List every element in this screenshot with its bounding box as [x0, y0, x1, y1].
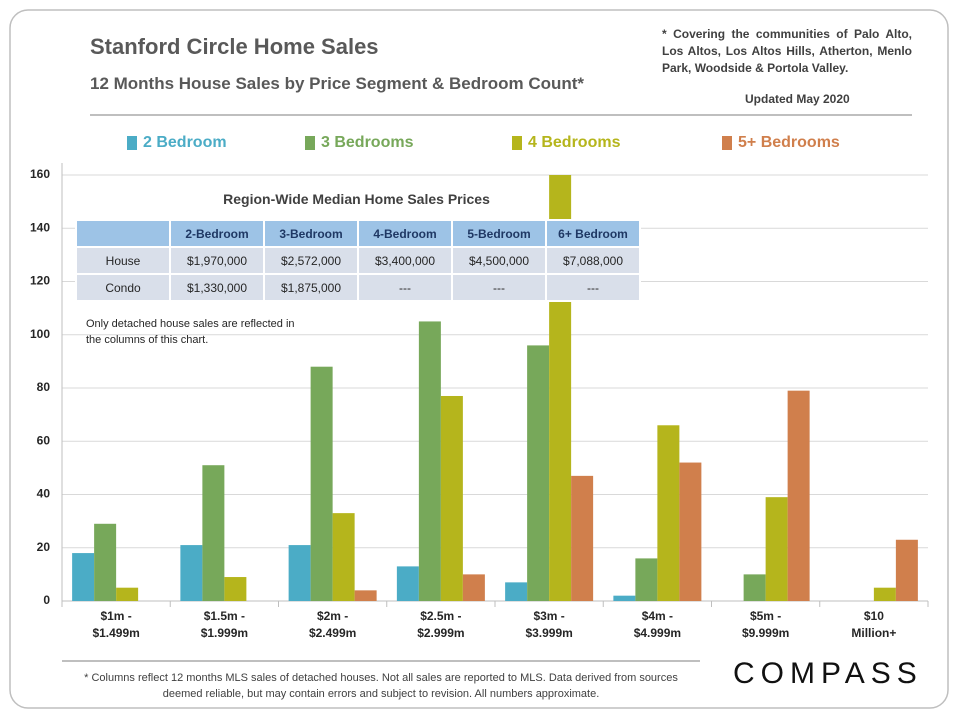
table-header-cell: 6+ Bedroom — [545, 219, 641, 248]
table-corner — [75, 219, 171, 248]
bar — [224, 577, 247, 601]
legend-item: 5+ Bedrooms — [722, 134, 840, 152]
legend-swatch — [305, 136, 315, 150]
legend-item: 4 Bedrooms — [512, 134, 620, 152]
x-tick-label: $4m - $4.999m — [633, 609, 682, 640]
bar — [787, 390, 810, 601]
bar — [354, 590, 377, 601]
table-row: Condo $1,330,000 $1,875,000 --- --- --- — [75, 273, 641, 302]
table-cell: $1,875,000 — [263, 273, 359, 302]
card — [9, 9, 949, 709]
bar — [613, 595, 636, 601]
bar — [462, 574, 485, 601]
y-tick-label: 0 — [43, 593, 50, 607]
bar — [94, 523, 117, 601]
chart-subtitle: 12 Months House Sales by Price Segment &… — [90, 74, 585, 93]
y-tick-label: 140 — [30, 220, 50, 234]
legend-label: 3 Bedrooms — [321, 134, 414, 151]
chart-note: Only detached house sales are reflected … — [86, 318, 295, 346]
table-cell: $1,330,000 — [169, 273, 265, 302]
table-header-cell: 3-Bedroom — [263, 219, 359, 248]
legend-label: 5+ Bedrooms — [738, 134, 840, 151]
bar — [72, 553, 95, 601]
y-tick-label: 160 — [30, 167, 50, 181]
bar — [743, 574, 766, 601]
table-cell: $3,400,000 — [357, 246, 453, 275]
table-title: Region-Wide Median Home Sales Prices — [223, 191, 490, 207]
x-tick-label: $2m - $2.499m — [308, 609, 357, 640]
bar — [895, 539, 918, 601]
x-tick-label: $10 Million+ — [851, 609, 897, 640]
plot: 0 20 40 60 80 100 120 140 160 — [30, 163, 929, 607]
bar — [332, 513, 355, 601]
legend-swatch — [512, 136, 522, 150]
y-tick-label: 20 — [37, 540, 51, 554]
bar — [440, 395, 463, 601]
updated-note: Updated May 2020 — [745, 92, 850, 106]
bar — [288, 545, 311, 601]
table-cell: $7,088,000 — [545, 246, 641, 275]
legend-item: 2 Bedroom — [127, 134, 227, 152]
y-tick-label: 60 — [37, 433, 51, 447]
legend-label: 2 Bedroom — [143, 134, 227, 151]
table-header: 2-Bedroom 3-Bedroom 4-Bedroom 5-Bedroom 6+ B… — [75, 219, 641, 248]
price-table: 2-Bedroom 3-Bedroom 4-Bedroom 5-Bedroom 6+ B… — [75, 219, 641, 302]
table-cell: $2,572,000 — [263, 246, 359, 275]
bar — [657, 425, 680, 601]
bar — [635, 558, 658, 601]
x-tick-label: $1m - $1.499m — [92, 609, 140, 640]
logo: COMPASS — [733, 657, 923, 690]
bar — [180, 545, 203, 601]
x-tick-label: $3m - $3.999m — [525, 609, 573, 640]
y-tick-label: 80 — [37, 380, 51, 394]
legend-label: 4 Bedrooms — [528, 134, 621, 151]
x-tick-label: $1.5m - $1.999m — [200, 609, 249, 640]
bar — [765, 497, 788, 601]
x-tick-label: $5m - $9.999m — [741, 609, 790, 640]
bar — [116, 587, 139, 601]
footnote: * Columns reflect 12 months MLS sales of… — [84, 672, 678, 700]
table-cell: $1,970,000 — [169, 246, 265, 275]
table-header-cell: 5-Bedroom — [451, 219, 547, 248]
bar — [505, 582, 528, 601]
table-header-cell: 4-Bedroom — [357, 219, 453, 248]
y-tick-label: 40 — [37, 487, 51, 501]
table-cell: --- — [357, 273, 453, 302]
bar — [527, 345, 550, 601]
bar — [873, 587, 896, 601]
table-row: House $1,970,000 $2,572,000 $3,400,000 $4,50… — [75, 246, 641, 275]
bar — [310, 366, 333, 601]
table-cell: --- — [545, 273, 641, 302]
bar — [679, 462, 702, 601]
table-cell: --- — [451, 273, 547, 302]
x-tick-label: $2.5m - $2.999m — [417, 609, 465, 640]
legend-swatch — [127, 136, 137, 150]
bar — [202, 465, 225, 601]
y-tick-label: 120 — [30, 274, 50, 288]
chart-title: Stanford Circle Home Sales — [90, 34, 379, 59]
coverage-note: * Covering the communities of Palo Alto,… — [662, 27, 912, 75]
bar — [396, 566, 419, 601]
legend-swatch — [722, 136, 732, 150]
table-row-label: House — [75, 246, 171, 275]
table-row-label: Condo — [75, 273, 171, 302]
legend-item: 3 Bedrooms — [305, 134, 413, 152]
bar — [418, 321, 441, 601]
table-cell: $4,500,000 — [451, 246, 547, 275]
table-header-cell: 2-Bedroom — [169, 219, 265, 248]
bar — [571, 475, 594, 601]
y-tick-label: 100 — [30, 327, 50, 341]
